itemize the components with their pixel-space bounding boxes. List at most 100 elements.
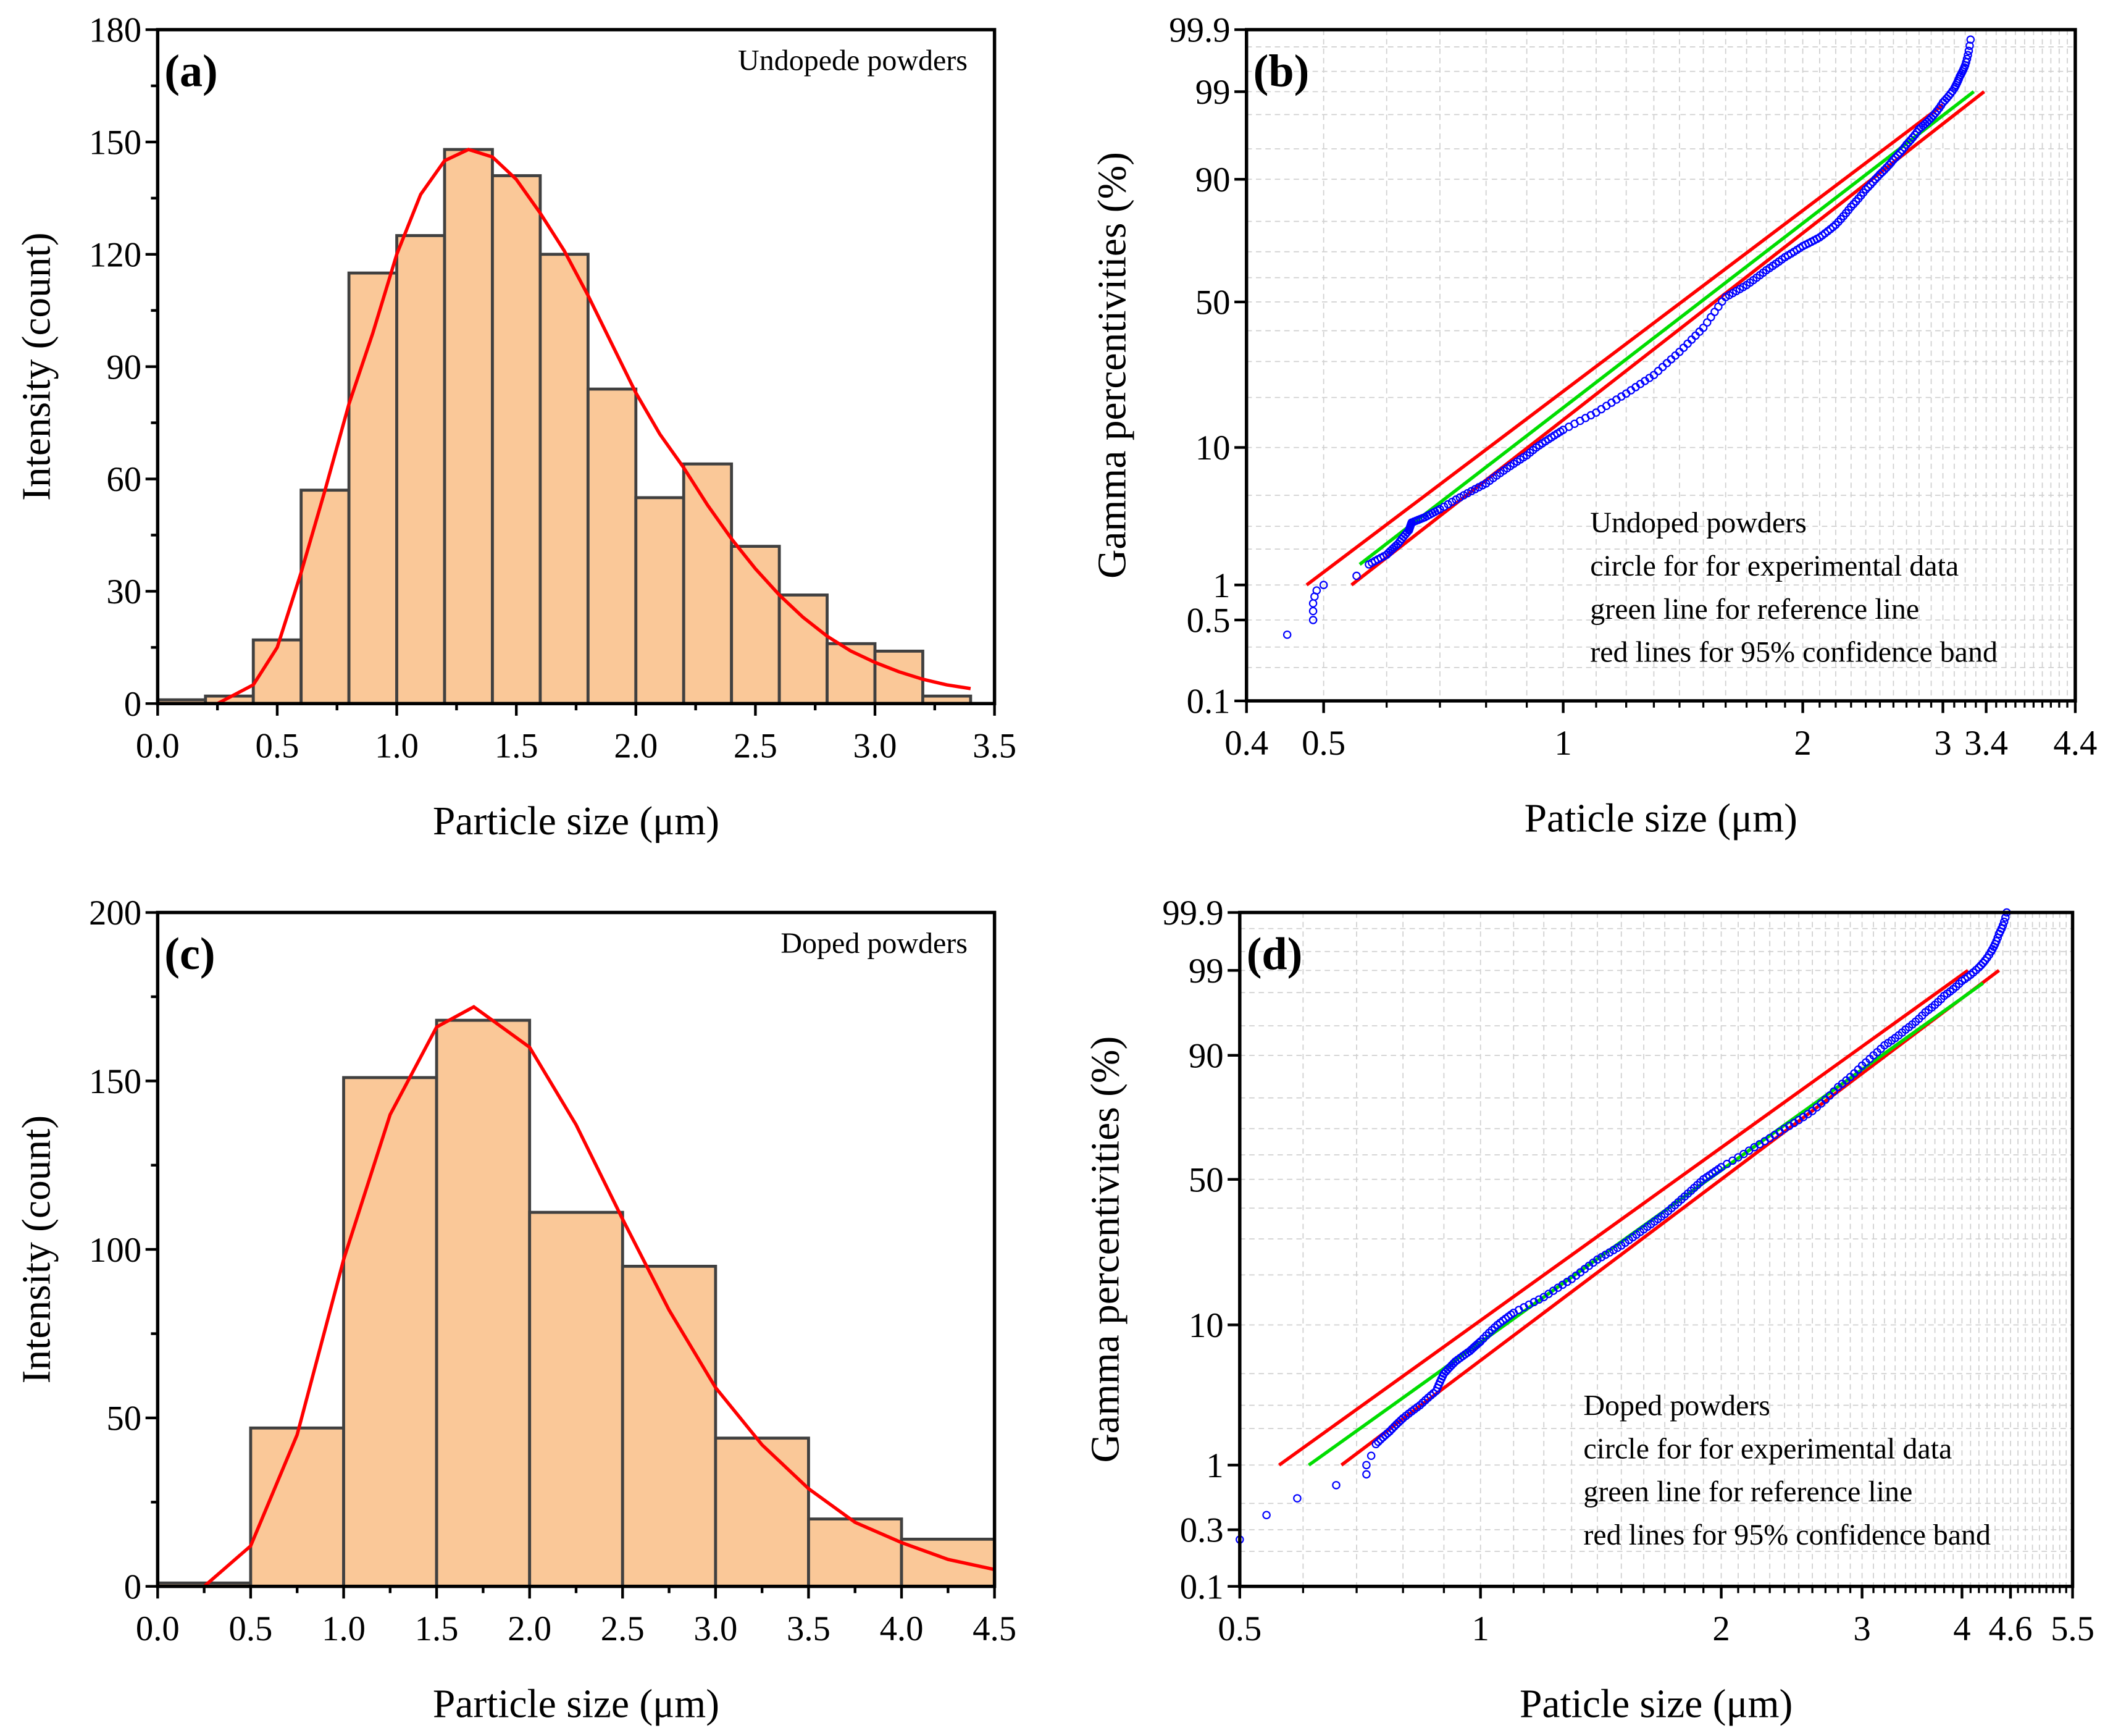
data-point — [1597, 1252, 1606, 1262]
data-point — [1385, 1427, 1394, 1436]
legend-line: green line for reference line — [1583, 1475, 1912, 1508]
histogram-bar — [807, 1517, 903, 1588]
histogram-bar — [634, 496, 685, 705]
y-tick-label: 0.3 — [1180, 1511, 1224, 1550]
y-tick-label: 150 — [89, 1062, 141, 1101]
data-point — [1902, 140, 1911, 149]
legend-line: red lines for 95% confidence band — [1583, 1519, 1991, 1551]
data-point — [1374, 1437, 1383, 1446]
data-point — [1436, 505, 1444, 514]
y-tick-label: 120 — [89, 235, 141, 274]
data-point — [1893, 151, 1902, 160]
data-point — [1662, 359, 1672, 367]
y-axis-title: Gamma percentivities (%) — [1083, 1036, 1128, 1463]
data-point — [1593, 1255, 1602, 1264]
data-point — [1873, 172, 1882, 182]
y-tick-label: 100 — [89, 1231, 141, 1270]
data-point — [1654, 366, 1663, 375]
y-tick-label: 180 — [89, 11, 141, 50]
data-point — [1262, 1511, 1271, 1520]
panel-label: (b) — [1253, 46, 1310, 97]
x-tick-label: 4.0 — [880, 1609, 924, 1648]
data-point — [1534, 1295, 1544, 1304]
data-point — [1378, 1433, 1387, 1442]
data-point — [1392, 1420, 1401, 1429]
x-tick-label: 0.0 — [136, 1609, 180, 1648]
data-point — [1396, 1415, 1405, 1425]
reference-line — [1358, 90, 1975, 566]
x-tick-label: 2.0 — [614, 727, 658, 766]
legend-line: green line for reference line — [1590, 593, 1919, 626]
data-point — [1282, 630, 1292, 639]
x-tick-label: 1.5 — [495, 727, 538, 766]
x-tick-label: 1.0 — [375, 727, 419, 766]
y-tick-label: 99.9 — [1169, 11, 1230, 50]
legend-line: circle for for experimental data — [1590, 550, 1959, 582]
panel-label: (d) — [1247, 929, 1303, 979]
histogram-bar — [682, 462, 734, 705]
fit-curve — [216, 148, 971, 705]
fit-curve — [203, 1005, 995, 1588]
data-point — [1332, 1481, 1341, 1490]
y-tick-label: 0 — [124, 1567, 141, 1606]
histogram-bar — [443, 148, 494, 705]
confidence-band-line — [1340, 969, 2001, 1467]
legend-line: circle for for experimental data — [1583, 1432, 1952, 1465]
y-tick-label: 1 — [1206, 1446, 1223, 1485]
data-point — [1830, 1087, 1838, 1096]
y-tick-label: 0 — [124, 685, 141, 724]
x-tick-label: 3.0 — [853, 727, 897, 766]
x-tick-label: 4.6 — [1989, 1609, 2033, 1648]
x-tick-label: 3.4 — [1964, 724, 2008, 763]
data-point — [1312, 586, 1321, 595]
panel-b — [1246, 30, 2075, 701]
y-tick-label: 50 — [106, 1399, 141, 1438]
data-point — [1825, 1091, 1835, 1100]
data-point — [1362, 1470, 1371, 1479]
data-point — [1998, 921, 2007, 930]
data-point — [1308, 616, 1318, 624]
data-point — [1352, 571, 1361, 581]
data-point — [1964, 51, 1972, 60]
data-point — [1975, 963, 1983, 972]
panel-label: (c) — [164, 929, 215, 979]
data-point — [1962, 54, 1972, 64]
histogram-bar — [395, 234, 446, 705]
histogram-bar — [528, 1210, 624, 1588]
data-point — [1387, 1425, 1397, 1433]
data-point — [1691, 331, 1700, 340]
data-point — [1308, 606, 1318, 616]
x-tick-label: 0.0 — [136, 727, 180, 766]
x-tick-label: 2.5 — [601, 1609, 645, 1648]
data-point — [1999, 917, 2009, 926]
data-point — [1977, 961, 1985, 970]
y-tick-label: 0.1 — [1187, 682, 1231, 721]
x-tick-label: 3 — [1853, 1609, 1870, 1648]
x-tick-label: 5.5 — [2051, 1609, 2094, 1648]
y-axis-title: Intensity (count) — [15, 232, 59, 501]
x-tick-label: 4 — [1953, 1609, 1970, 1648]
x-axis-title: Particle size (μm) — [433, 799, 719, 844]
data-point — [1308, 599, 1318, 608]
x-tick-label: 3.5 — [787, 1609, 831, 1648]
x-tick-label: 4.4 — [2053, 724, 2097, 763]
x-tick-label: 2 — [1794, 724, 1811, 763]
x-tick-label: 0.5 — [1218, 1609, 1262, 1648]
data-point — [1376, 1435, 1385, 1444]
data-point — [1383, 1429, 1392, 1438]
x-tick-label: 2 — [1712, 1609, 1730, 1648]
data-point — [1904, 138, 1913, 147]
panel-a — [156, 148, 973, 705]
histogram-bar — [435, 1018, 532, 1588]
plot-frame — [1238, 910, 2075, 1588]
data-point — [1293, 1494, 1302, 1503]
panel-c — [156, 1005, 997, 1588]
data-point — [1687, 335, 1696, 344]
data-point — [1658, 363, 1667, 372]
data-point — [1366, 1451, 1376, 1461]
data-point — [1390, 1422, 1399, 1431]
x-tick-label: 3.0 — [693, 1609, 737, 1648]
data-point — [1597, 405, 1606, 414]
panel-d — [1236, 908, 2073, 1587]
histogram-bar — [249, 1426, 345, 1588]
